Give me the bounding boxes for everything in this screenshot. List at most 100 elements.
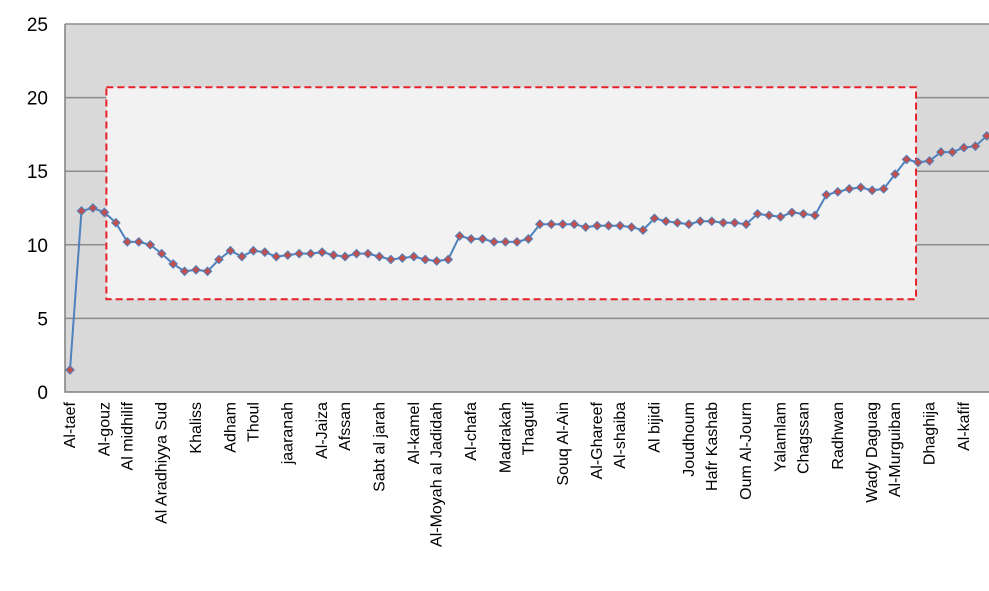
x-tick-label: Al-taef: [62, 401, 79, 448]
y-tick-label: 25: [27, 15, 48, 36]
x-tick-label: Wady Daguag: [864, 402, 881, 503]
data-point: [236, 251, 247, 262]
x-tick-label: Oum Al-Journ: [738, 402, 755, 500]
data-point: [683, 219, 694, 230]
x-tick-label: Adham: [222, 402, 239, 453]
data-point: [741, 219, 752, 230]
x-tick-label: Thaguif: [520, 401, 537, 455]
x-axis-labels: Al-taef Al-gouz Al midhilif Al Aradhiyya Su…: [62, 401, 973, 547]
x-tick-label: Joudhoum: [681, 402, 698, 477]
data-point: [408, 251, 419, 262]
data-point: [557, 219, 568, 230]
data-point: [695, 216, 706, 227]
data-point: [259, 247, 270, 258]
x-tick-label: Yalamlam: [773, 402, 790, 472]
data-point: [305, 248, 316, 259]
data-point: [466, 234, 477, 244]
data-point: [202, 266, 213, 277]
data-point: [809, 210, 820, 221]
data-point: [764, 210, 774, 221]
data-point: [569, 219, 580, 230]
data-point: [672, 217, 683, 228]
data-point: [913, 157, 923, 168]
data-point: [512, 236, 522, 247]
x-tick-label: Al midhilif: [119, 401, 136, 470]
data-point: [867, 185, 878, 196]
x-tick-label: Al-shaiba: [612, 402, 629, 469]
data-point: [592, 220, 603, 231]
data-point: [363, 248, 373, 259]
y-tick-label: 0: [37, 383, 48, 404]
highlight-box: [105, 86, 918, 301]
data-point: [718, 217, 729, 228]
x-tick-label: jaaranah: [280, 402, 297, 465]
data-point: [110, 217, 121, 228]
data-point: [752, 208, 763, 219]
data-point: [76, 206, 87, 216]
x-tick-label: Al-Murguiban: [887, 402, 904, 497]
data-point: [351, 248, 362, 259]
data-point: [340, 251, 350, 262]
x-tick-label: Hafr Kashab: [704, 402, 721, 491]
data-point: [798, 208, 809, 219]
x-tick-label: Khaliss: [188, 402, 205, 454]
data-point: [615, 220, 625, 231]
data-point: [821, 189, 832, 200]
data-point: [775, 211, 786, 222]
data-point: [454, 231, 465, 241]
data-point: [546, 219, 557, 230]
x-tick-label: Al-kamel: [406, 402, 423, 464]
data-point: [248, 245, 259, 256]
data-point: [489, 236, 499, 247]
series-line: [69, 134, 989, 370]
data-point: [936, 147, 946, 157]
data-point: [477, 234, 488, 244]
data-point: [500, 236, 511, 247]
x-tick-label: Al-chafa: [463, 402, 480, 461]
data-point: [901, 154, 912, 165]
x-tick-label: Thoul: [245, 402, 262, 442]
x-tick-label: Al-kafif: [956, 401, 973, 450]
data-point: [832, 186, 843, 197]
data-point: [947, 147, 958, 157]
data-point: [99, 207, 110, 218]
data-point: [179, 266, 190, 277]
data-point: [214, 254, 224, 265]
data-point: [661, 216, 671, 227]
x-tick-label: Al-Jaiza: [314, 402, 331, 459]
data-point: [156, 248, 167, 259]
data-point: [924, 155, 935, 166]
axes: [64, 24, 989, 393]
data-point: [282, 250, 293, 261]
data-point: [890, 169, 901, 180]
x-tick-label: Sabt al jarah: [371, 402, 388, 492]
series-markers: [65, 130, 989, 375]
data-point: [88, 203, 98, 213]
data-point: [397, 253, 408, 263]
data-point: [168, 259, 179, 269]
y-tick-label: 15: [27, 162, 48, 183]
x-tick-label: Dhaghija: [922, 402, 939, 465]
data-point: [191, 264, 201, 275]
data-point: [855, 182, 866, 193]
data-point: [787, 207, 797, 218]
data-point: [374, 251, 385, 262]
data-point: [420, 254, 431, 265]
data-point: [385, 254, 396, 265]
data-point: [225, 245, 236, 256]
data-point: [878, 183, 889, 194]
data-point: [844, 183, 855, 194]
data-point: [523, 234, 534, 244]
x-tick-label: Chagssan: [795, 402, 812, 474]
x-tick-label: Al-gouz: [96, 402, 113, 456]
y-axis-ticks: 0 5 10 15 20 25: [27, 15, 48, 404]
data-point: [603, 220, 614, 231]
y-tick-label: 20: [27, 89, 48, 110]
data-point: [970, 141, 981, 152]
data-point: [706, 216, 717, 227]
x-tick-label: Madrakah: [497, 402, 514, 473]
x-tick-label: Al-Ghareef: [589, 401, 606, 479]
data-point: [65, 365, 75, 375]
data-point: [958, 142, 969, 153]
